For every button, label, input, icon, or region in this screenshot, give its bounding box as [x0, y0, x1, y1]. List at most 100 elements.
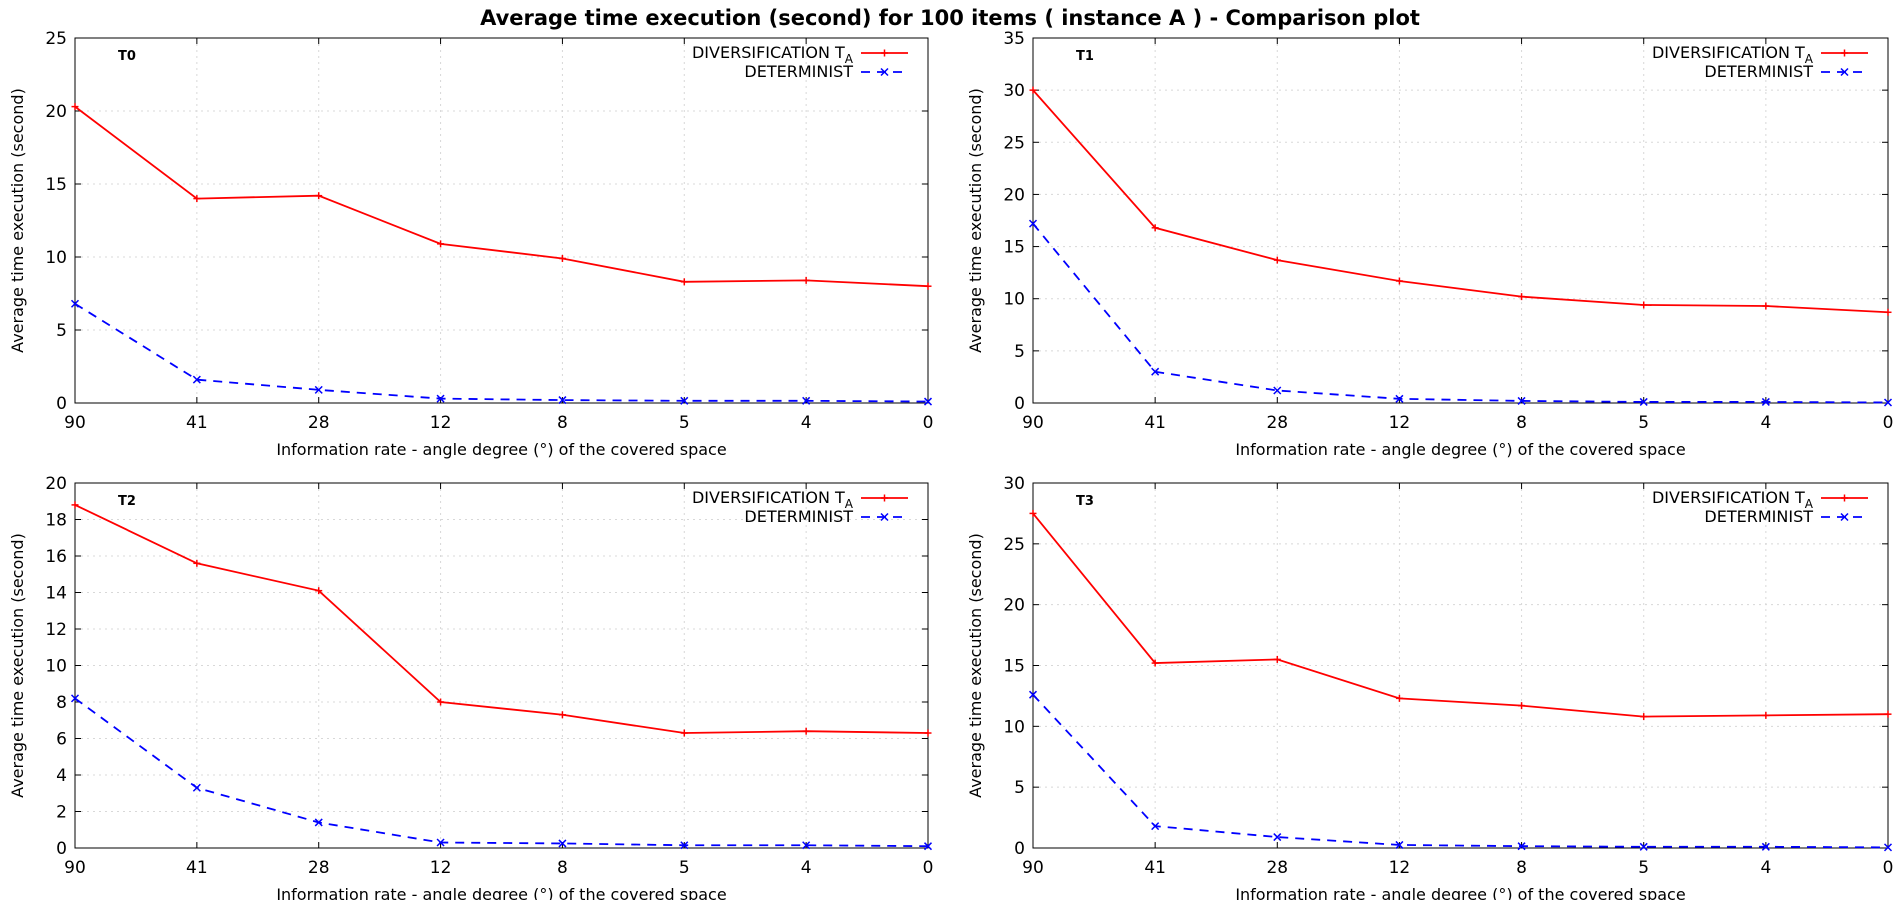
- x-tick-label: 4: [801, 858, 812, 878]
- data-point: [436, 394, 445, 403]
- series-line: [1032, 89, 1889, 314]
- panel-label: T2: [118, 494, 136, 509]
- series-line: [74, 504, 929, 734]
- data-point: [71, 501, 79, 509]
- x-axis-label: Information rate - angle degree (°) of t…: [276, 885, 726, 900]
- y-tick-label: 15: [1003, 657, 1025, 677]
- y-tick-label: 30: [1003, 474, 1025, 494]
- data-point: [1151, 224, 1159, 232]
- x-tick-label: 28: [1266, 858, 1288, 878]
- series-diversification: [71, 103, 932, 290]
- panel-label: T0: [118, 49, 136, 64]
- series-determinist: [1028, 690, 1893, 852]
- data-point: [1273, 256, 1281, 264]
- panel-label: T3: [1076, 494, 1094, 509]
- y-tick-label: 5: [1014, 342, 1025, 362]
- data-point: [558, 396, 567, 405]
- data-point: [1639, 842, 1648, 851]
- x-tick-label: 0: [1883, 858, 1894, 878]
- data-point: [1029, 509, 1037, 517]
- data-point: [1761, 842, 1770, 851]
- y-tick-label: 8: [56, 693, 67, 713]
- data-point: [923, 842, 933, 851]
- series-line: [74, 105, 929, 288]
- x-tick-label: 0: [1883, 413, 1894, 433]
- legend-entry: DIVERSIFICATION TA: [692, 43, 908, 66]
- data-point: [315, 192, 323, 200]
- legend-entry: DIVERSIFICATION TA: [1652, 43, 1868, 66]
- x-tick-label: 28: [308, 858, 330, 878]
- x-tick-label: 5: [679, 413, 690, 433]
- legend-marker: [1840, 67, 1849, 77]
- data-point: [192, 375, 201, 384]
- legend-marker: [1841, 49, 1848, 57]
- data-point: [924, 282, 932, 290]
- series-determinist: [1028, 219, 1893, 407]
- legend-entry: DETERMINIST: [1704, 62, 1868, 81]
- x-tick-label: 41: [186, 413, 208, 433]
- y-tick-label: 15: [1003, 238, 1025, 258]
- y-tick-label: 0: [56, 394, 67, 414]
- data-point: [680, 841, 689, 850]
- x-tick-label: 90: [64, 413, 86, 433]
- legend-marker: [880, 67, 889, 77]
- data-point: [192, 783, 201, 792]
- series-line: [74, 302, 929, 403]
- data-point: [70, 694, 80, 703]
- series-line: [1032, 512, 1889, 718]
- data-point: [1395, 840, 1404, 849]
- x-axis-label: Information rate - angle degree (°) of t…: [276, 440, 726, 459]
- x-tick-label: 41: [186, 858, 208, 878]
- legend-entry: DETERMINIST: [744, 62, 908, 81]
- data-point: [1517, 396, 1526, 405]
- x-tick-label: 8: [557, 413, 568, 433]
- series-diversification: [1029, 509, 1892, 721]
- legend-label: DETERMINIST: [1704, 507, 1813, 526]
- x-tick-label: 4: [801, 413, 812, 433]
- x-tick-label: 90: [1022, 858, 1044, 878]
- data-point: [680, 729, 688, 737]
- data-point: [71, 103, 79, 111]
- x-tick-label: 41: [1144, 413, 1166, 433]
- data-point: [923, 397, 933, 406]
- y-tick-label: 25: [45, 29, 67, 49]
- x-tick-label: 12: [1389, 413, 1411, 433]
- data-point: [1883, 843, 1893, 852]
- y-tick-label: 0: [1014, 394, 1025, 414]
- legend-marker: [881, 494, 888, 502]
- legend-marker: [1841, 494, 1848, 502]
- legend-entry: DIVERSIFICATION TA: [1652, 488, 1868, 511]
- legend-entry: DIVERSIFICATION TA: [692, 488, 908, 511]
- data-point: [1395, 394, 1404, 403]
- data-point: [1518, 702, 1526, 710]
- chart-panel-t2: 90 41 28 12 8 5 4 0 0 2 4 6 8 10 12 14 16 18 20 Information…: [8, 474, 933, 900]
- legend-marker: [880, 512, 889, 522]
- y-tick-label: 18: [45, 511, 67, 531]
- x-tick-label: 41: [1144, 858, 1166, 878]
- plot-frame: [1032, 37, 1889, 404]
- legend-label: DETERMINIST: [744, 62, 853, 81]
- data-point: [437, 698, 445, 706]
- data-point: [193, 195, 201, 203]
- data-point: [436, 838, 445, 847]
- series-diversification: [1029, 86, 1892, 316]
- legend-entry: DETERMINIST: [1704, 507, 1868, 526]
- data-point: [924, 729, 932, 737]
- data-point: [1640, 713, 1648, 721]
- data-point: [1151, 367, 1160, 376]
- data-point: [70, 299, 80, 308]
- data-point: [680, 396, 689, 405]
- x-tick-label: 5: [1638, 858, 1649, 878]
- y-axis-label: Average time execution (second): [8, 88, 27, 353]
- data-point: [315, 587, 323, 595]
- data-point: [1640, 301, 1648, 309]
- x-axis-label: Information rate - angle degree (°) of t…: [1235, 440, 1685, 459]
- y-tick-label: 20: [1003, 185, 1025, 205]
- data-point: [1273, 386, 1282, 395]
- data-point: [802, 276, 810, 284]
- y-tick-label: 5: [1014, 778, 1025, 798]
- y-tick-label: 12: [45, 620, 67, 640]
- y-axis-label: Average time execution (second): [966, 88, 985, 353]
- data-point: [802, 396, 811, 405]
